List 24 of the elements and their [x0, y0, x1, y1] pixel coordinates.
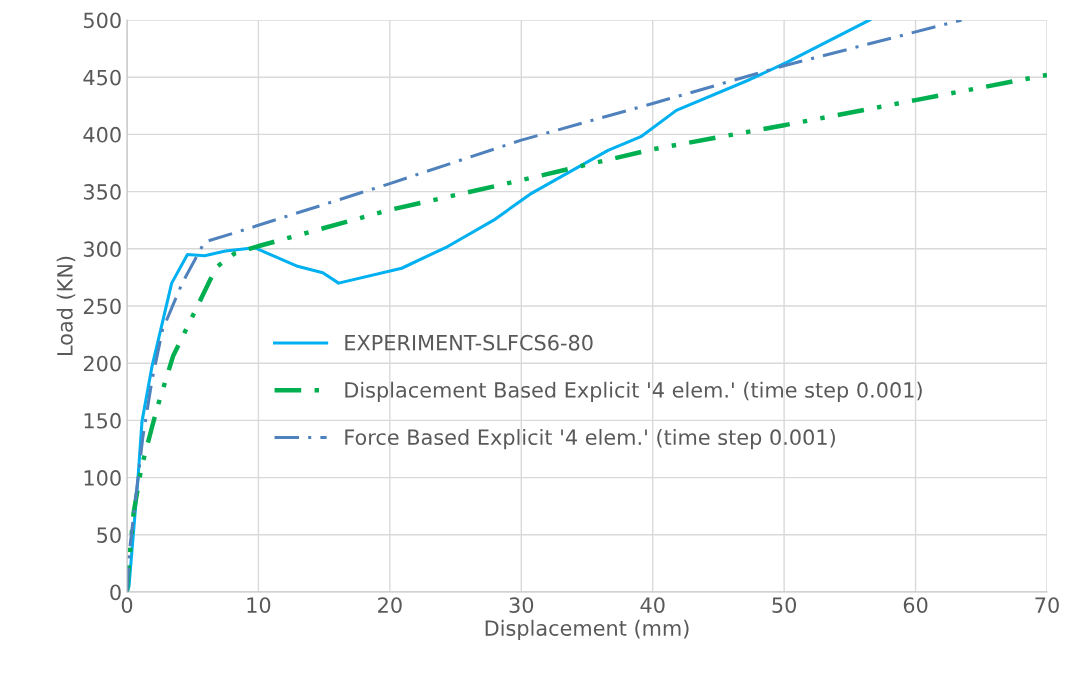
x-tick-label: 50: [772, 597, 797, 613]
x-tick-label: 30: [509, 597, 534, 613]
y-tick-label: 200: [83, 355, 121, 372]
y-axis-title: Load (KN): [56, 256, 76, 356]
y-tick-label: 300: [83, 241, 121, 258]
y-tick-label: 250: [83, 298, 121, 315]
x-tick-label: 60: [903, 597, 928, 613]
x-tick-label: 40: [640, 597, 665, 613]
y-tick-label: 100: [84, 470, 121, 486]
legend-label: Force Based Explicit '4 elem.' (time step 0.001): [345, 428, 835, 450]
x-axis-title: Displacement (mm): [485, 619, 689, 640]
y-tick-label: 500: [83, 12, 121, 29]
legend-label: Displacement Based Explicit '4 elem.' (time step 0.001): [345, 381, 922, 402]
x-tick-label: 10: [247, 597, 271, 613]
x-tick-label: 20: [378, 597, 402, 613]
legend-label: EXPERIMENT-SLFCS6-80: [345, 334, 593, 351]
y-tick-label: 400: [83, 126, 121, 143]
x-tick-label: 0: [121, 597, 133, 613]
x-tick-label: 70: [1035, 597, 1059, 613]
y-tick-label: 0: [110, 584, 121, 601]
y-tick-label: 50: [97, 527, 121, 544]
y-tick-label: 150: [84, 412, 121, 429]
y-tick-label: 350: [83, 184, 121, 200]
y-tick-label: 450: [83, 69, 121, 86]
